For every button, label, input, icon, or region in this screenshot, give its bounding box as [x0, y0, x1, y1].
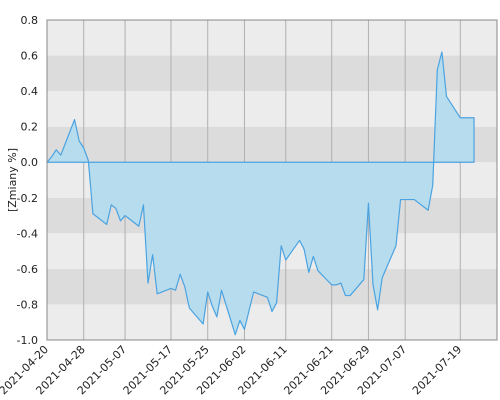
plot-frame [46, 19, 498, 341]
data-point [331, 284, 333, 286]
data-point [312, 255, 314, 257]
data-point [395, 245, 397, 247]
data-point [363, 279, 365, 281]
data-point [74, 119, 76, 121]
data-point [266, 296, 268, 298]
data-point [188, 307, 190, 309]
data-point [441, 51, 443, 53]
data-point [404, 199, 406, 201]
data-point [473, 117, 475, 119]
data-point [367, 202, 369, 204]
x-tick-labels: 2021-04-202021-04-282021-05-072021-05-17… [0, 343, 464, 397]
data-area [46, 51, 475, 336]
data-point [464, 117, 466, 119]
data-point [138, 225, 140, 227]
data-point [432, 184, 434, 186]
data-point [234, 334, 236, 336]
data-point [211, 305, 213, 307]
data-point [207, 291, 209, 293]
data-point [317, 270, 319, 272]
data-point [216, 316, 218, 318]
data-point [335, 284, 337, 286]
data-point [142, 204, 144, 206]
data-point [83, 147, 85, 149]
y-axis-label: [Zmiany %] [6, 148, 19, 212]
plot-band [47, 20, 497, 56]
data-point [413, 199, 415, 201]
y-tick-label: -0.8 [17, 298, 38, 311]
series-line [46, 51, 475, 336]
data-point [110, 204, 112, 206]
data-point [55, 149, 57, 151]
plot-band [47, 55, 497, 92]
data-point [184, 286, 186, 288]
data-point [147, 282, 149, 284]
data-point [303, 248, 305, 250]
data-point [285, 259, 287, 261]
data-point [119, 220, 121, 222]
data-point [445, 95, 447, 97]
data-point [468, 117, 470, 119]
data-point [115, 207, 117, 209]
data-point [152, 254, 154, 256]
data-point [175, 289, 177, 291]
data-point [92, 213, 94, 215]
y-tick-label: 0.6 [21, 50, 39, 63]
data-point [60, 154, 62, 156]
y-tick-label: 0.4 [21, 85, 39, 98]
plot-band [47, 91, 497, 127]
data-point [271, 311, 273, 313]
y-tick-labels: -1.0 -0.8 -0.6 -0.4 -0.2 0.0 0.2 0.4 0.6 0.8 [17, 14, 38, 347]
data-point [308, 271, 310, 273]
plot-band [47, 126, 497, 163]
data-point [409, 199, 411, 201]
data-point [170, 287, 172, 289]
data-point [372, 284, 374, 286]
data-point [106, 223, 108, 225]
x-tick-label: 2021-07-19 [410, 343, 464, 397]
data-point [459, 117, 461, 119]
y-tick-label: 0.2 [21, 121, 39, 134]
data-point [276, 302, 278, 304]
plot-border [46, 19, 498, 341]
data-point [427, 209, 429, 211]
data-point [280, 245, 282, 247]
y-tick-label: -1.0 [17, 334, 38, 347]
y-tick-label: -0.6 [17, 263, 38, 276]
data-point [436, 69, 438, 71]
data-point [87, 159, 89, 161]
data-point [299, 239, 301, 241]
data-point [78, 140, 80, 142]
data-point [124, 215, 126, 217]
data-point [344, 295, 346, 297]
data-point [349, 295, 351, 297]
data-point [400, 199, 402, 201]
data-point [243, 328, 245, 330]
y-tick-label: 0.0 [21, 156, 39, 169]
data-point [239, 319, 241, 321]
y-tick-label: -0.4 [17, 227, 38, 240]
y-tick-label: -0.2 [17, 192, 38, 205]
data-point [156, 293, 158, 295]
data-point [179, 273, 181, 275]
data-point [340, 282, 342, 284]
data-point [381, 277, 383, 279]
data-point [377, 309, 379, 311]
data-point [202, 323, 204, 325]
data-point [51, 156, 53, 158]
data-point [220, 289, 222, 291]
data-point [253, 291, 255, 293]
y-tick-label: 0.8 [21, 14, 39, 27]
